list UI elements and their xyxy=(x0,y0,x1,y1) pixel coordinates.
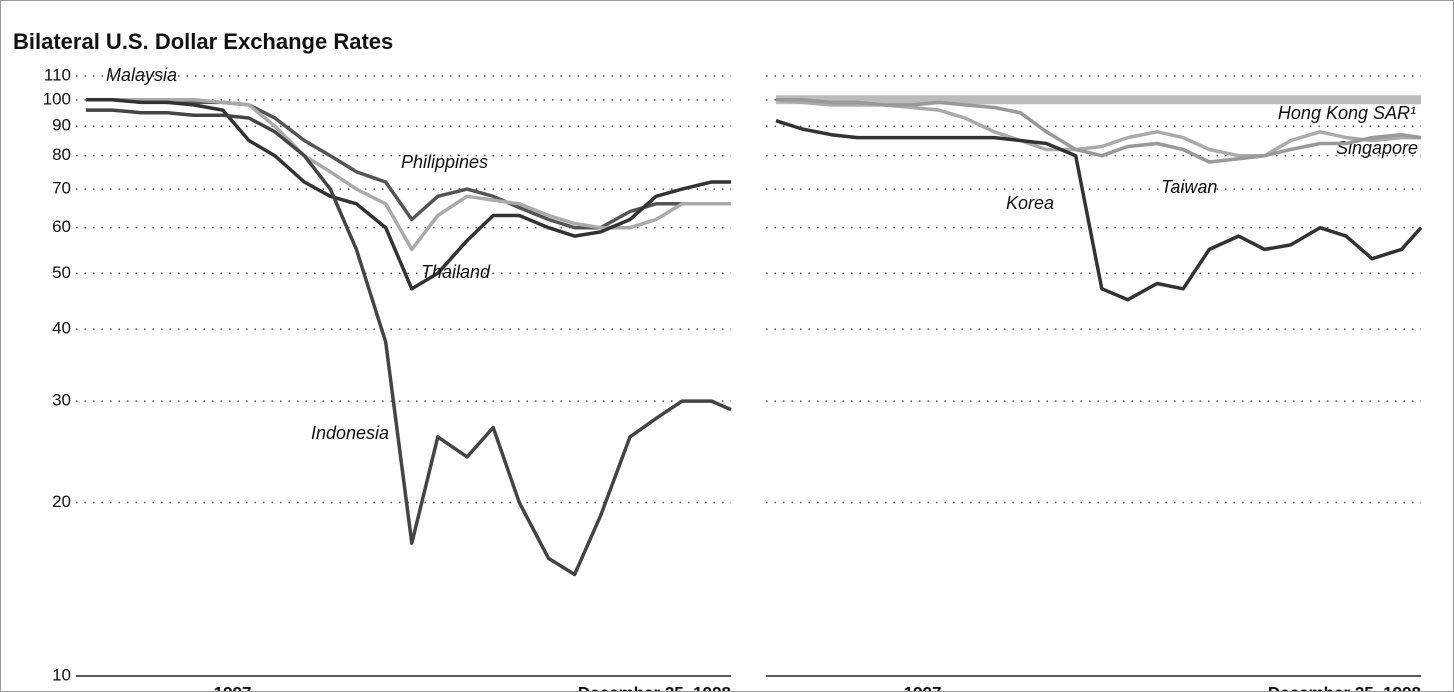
series-label: Korea xyxy=(1006,193,1054,213)
x-tick-label: 1997 xyxy=(904,683,942,692)
chart-title: Bilateral U.S. Dollar Exchange Rates xyxy=(13,29,393,54)
series-line xyxy=(86,98,731,230)
x-tick-label: December 25, 1998 xyxy=(1268,683,1421,692)
y-tick-label: 90 xyxy=(52,116,71,135)
series-label: Taiwan xyxy=(1161,177,1217,197)
series-line xyxy=(776,98,1422,164)
y-tick-label: 60 xyxy=(52,217,71,236)
series-line xyxy=(775,119,1423,302)
y-tick-label: 20 xyxy=(52,492,71,511)
series-line xyxy=(86,108,732,577)
series-label: Malaysia xyxy=(106,65,177,85)
y-tick-label: 100 xyxy=(43,89,71,108)
y-tick-label: 50 xyxy=(52,263,71,282)
series-label: Philippines xyxy=(401,152,488,172)
y-tick-label: 80 xyxy=(52,145,71,164)
y-tick-label: 30 xyxy=(52,391,71,410)
y-tick-label: 40 xyxy=(52,319,71,338)
x-tick-label: December 25, 1998 xyxy=(578,683,731,692)
series-label: Thailand xyxy=(421,262,491,282)
y-tick-label: 70 xyxy=(52,179,71,198)
series-label: Indonesia xyxy=(311,423,389,443)
x-tick-label: 1997 xyxy=(214,683,252,692)
series-label: Hong Kong SAR¹ xyxy=(1278,103,1416,123)
series-line xyxy=(86,98,731,252)
y-tick-label: 110 xyxy=(44,65,71,84)
y-tick-label: 10 xyxy=(52,665,71,684)
series-line xyxy=(86,98,731,291)
series-label: Singapore xyxy=(1336,138,1418,158)
